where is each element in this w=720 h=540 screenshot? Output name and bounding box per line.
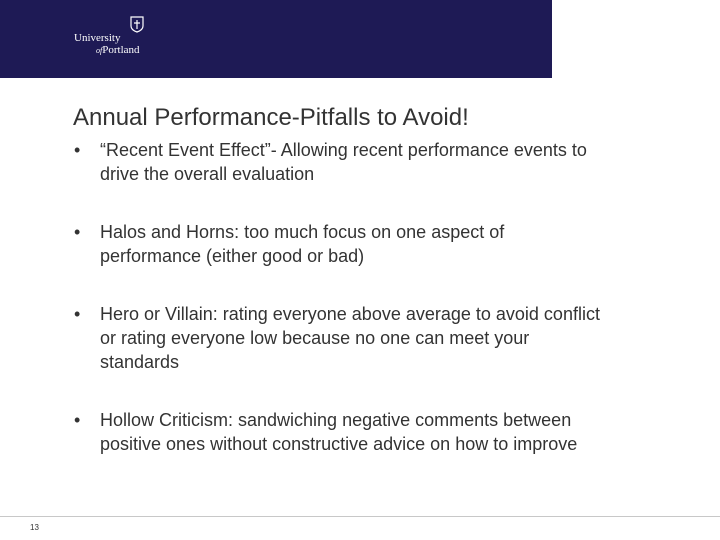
- logo-text-portland-word: Portland: [102, 44, 140, 56]
- page-number: 13: [30, 523, 39, 532]
- bullet-list: • “Recent Event Effect”- Allowing recent…: [70, 138, 610, 456]
- logo-text-portland: ofPortland: [96, 44, 140, 57]
- bullet-dot: •: [74, 410, 81, 430]
- bullet-item: • Halos and Horns: too much focus on one…: [70, 220, 610, 268]
- bullet-text: Halos and Horns: too much focus on one a…: [100, 222, 505, 266]
- bullet-text: Hero or Villain: rating everyone above a…: [100, 304, 600, 372]
- footer-divider: [0, 516, 720, 517]
- university-logo: University ofPortland: [72, 16, 154, 56]
- bullet-dot: •: [74, 140, 81, 160]
- bullet-item: • Hollow Criticism: sandwiching negative…: [70, 408, 610, 456]
- bullet-dot: •: [74, 222, 81, 242]
- bullet-item: • “Recent Event Effect”- Allowing recent…: [70, 138, 610, 186]
- bullet-item: • Hero or Villain: rating everyone above…: [70, 302, 610, 374]
- shield-icon: [130, 16, 144, 33]
- logo-text-of: of: [96, 46, 103, 55]
- bullet-text: Hollow Criticism: sandwiching negative c…: [100, 410, 578, 454]
- slide-title: Annual Performance-Pitfalls to Avoid!: [73, 104, 469, 131]
- header-band: University ofPortland: [0, 0, 552, 78]
- bullet-dot: •: [74, 304, 81, 324]
- bullet-text: “Recent Event Effect”- Allowing recent p…: [100, 140, 587, 184]
- logo-text-university: University: [74, 32, 121, 44]
